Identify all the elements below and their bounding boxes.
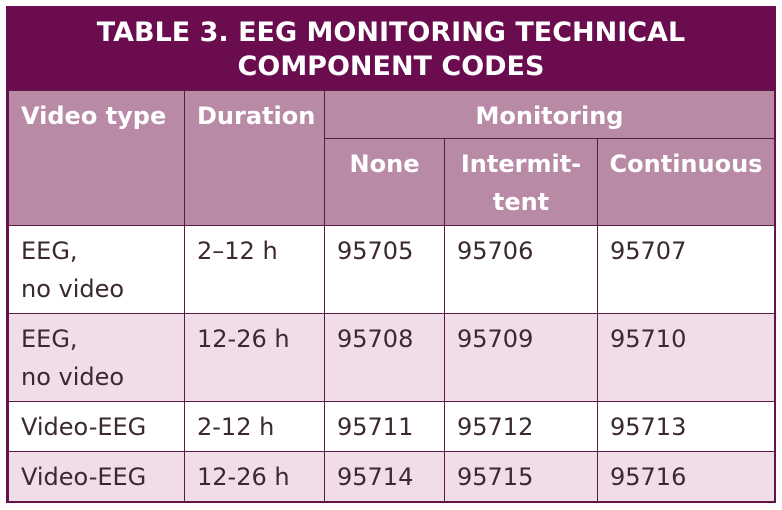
cell-duration: 2-12 h (184, 401, 325, 452)
cell-video-type-line-1: EEG, (21, 237, 78, 265)
table-title-line-2: COMPONENT CODES (237, 51, 545, 82)
cell-duration: 12-26 h (184, 451, 325, 502)
cell-none-code: 95708 (324, 313, 445, 402)
table-row: Video-EEG 2-12 h 95711 95712 95713 (8, 401, 775, 452)
cell-video-type: Video-EEG (8, 401, 185, 452)
table-row: EEG, no video 12-26 h 95708 95709 95710 (8, 313, 775, 402)
cell-continuous-code: 95716 (597, 451, 775, 502)
header-video-type: Video type (8, 90, 185, 226)
cell-video-type-line-1: EEG, (21, 325, 78, 353)
cell-intermittent-code: 95709 (444, 313, 598, 402)
cell-continuous-code: 95713 (597, 401, 775, 452)
cell-video-type: EEG, no video (8, 225, 185, 314)
header-duration: Duration (184, 90, 325, 226)
cell-none-code: 95714 (324, 451, 445, 502)
cell-continuous-code: 95710 (597, 313, 775, 402)
table-title: TABLE 3. EEG MONITORING TECHNICAL COMPON… (8, 8, 774, 90)
header-monitoring: Monitoring (324, 90, 775, 139)
cell-none-code: 95705 (324, 225, 445, 314)
cell-video-type: EEG, no video (8, 313, 185, 402)
cell-video-type: Video-EEG (8, 451, 185, 502)
cell-none-code: 95711 (324, 401, 445, 452)
cell-duration: 12-26 h (184, 313, 325, 402)
codes-grid: Video type Duration Monitoring None Inte… (8, 90, 775, 502)
table-row: EEG, no video 2–12 h 95705 95706 95707 (8, 225, 775, 314)
header-intermittent-line-1: Intermit- (460, 150, 582, 178)
cell-intermittent-code: 95715 (444, 451, 598, 502)
header-none: None (324, 138, 445, 226)
cell-video-type-line-2: no video (21, 363, 125, 391)
header-intermittent-line-2: tent (492, 188, 550, 216)
cell-continuous-code: 95707 (597, 225, 775, 314)
cell-intermittent-code: 95706 (444, 225, 598, 314)
cell-duration: 2–12 h (184, 225, 325, 314)
table-title-line-1: TABLE 3. EEG MONITORING TECHNICAL (96, 17, 686, 48)
table-row: Video-EEG 12-26 h 95714 95715 95716 (8, 451, 775, 502)
cell-intermittent-code: 95712 (444, 401, 598, 452)
eeg-codes-table: TABLE 3. EEG MONITORING TECHNICAL COMPON… (6, 6, 776, 503)
header-intermittent: Intermit- tent (444, 138, 598, 226)
header-continuous: Continuous (597, 138, 775, 226)
cell-video-type-line-2: no video (21, 275, 125, 303)
